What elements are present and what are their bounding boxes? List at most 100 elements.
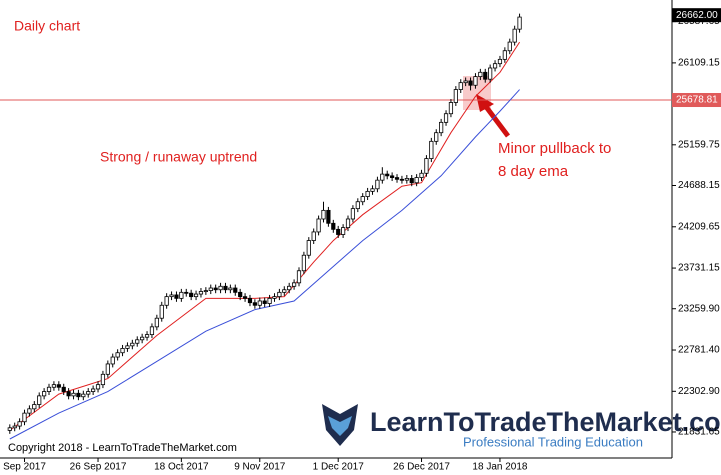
candle-body <box>228 287 233 291</box>
candle-body <box>130 342 135 347</box>
candle-body <box>390 175 395 178</box>
annotation: 8 day ema <box>498 163 569 180</box>
candle-body <box>262 300 267 304</box>
candle-body <box>252 302 257 306</box>
candle-body <box>213 287 218 291</box>
candle-body <box>174 294 179 299</box>
candle-body <box>345 218 351 229</box>
candle-body <box>360 196 365 203</box>
candle-body <box>184 291 189 294</box>
last-price-label: 26662.00 <box>676 10 718 21</box>
candle-body <box>208 287 213 292</box>
candle-body <box>257 300 262 306</box>
candle-body <box>502 50 507 60</box>
candle-body <box>42 391 47 397</box>
candle-body <box>282 289 287 293</box>
candle-body <box>291 282 297 287</box>
y-tick-label: 24209.65 <box>678 221 720 232</box>
candle-body <box>439 121 444 134</box>
candle-body <box>115 352 120 358</box>
hline-label: 25678.81 <box>676 95 718 106</box>
candle-body <box>277 291 282 298</box>
candle-body <box>306 240 311 256</box>
candle-body <box>380 173 385 181</box>
candle-body <box>27 408 32 414</box>
candle-body <box>159 304 164 319</box>
candle-body <box>7 427 12 431</box>
candle-body <box>154 317 159 328</box>
candle-body <box>46 386 52 392</box>
candle-body <box>443 113 449 123</box>
logo-bull <box>328 416 352 436</box>
candle-body <box>404 178 409 181</box>
x-tick-label: 26 Dec 2017 <box>393 462 450 473</box>
annotation: Minor pullback to <box>498 140 611 157</box>
y-tick-label: 24688.15 <box>678 180 720 191</box>
candle-body <box>203 290 208 293</box>
candle-body <box>144 334 150 338</box>
y-tick-label: 22302.90 <box>678 386 720 397</box>
candle-body <box>301 254 306 272</box>
last-price-box <box>672 8 721 23</box>
candle-body <box>399 178 405 181</box>
candle-body <box>326 209 331 224</box>
candle-body <box>434 132 439 142</box>
logo-name: LearnToTradeTheMarket.com <box>370 407 721 437</box>
ema-line <box>9 89 520 440</box>
candle-body <box>169 294 174 298</box>
candle-body <box>507 41 512 52</box>
candle-body <box>311 231 316 241</box>
candle-body <box>424 158 429 174</box>
candle-body <box>125 345 130 349</box>
candle-body <box>375 179 380 190</box>
candle-body <box>272 296 277 299</box>
candle-body <box>429 140 434 159</box>
candle-body <box>233 287 238 293</box>
candle-body <box>512 28 517 43</box>
candle-body <box>287 285 292 291</box>
candle-body <box>296 270 302 284</box>
candle-body <box>76 392 81 398</box>
y-tick-label: 23259.90 <box>678 303 720 314</box>
candle-body <box>164 296 169 306</box>
candle-body <box>37 395 42 405</box>
candle-body <box>238 291 243 298</box>
candle-body <box>453 89 458 103</box>
x-tick-label: 18 Oct 2017 <box>154 462 209 473</box>
candle-body <box>394 177 400 180</box>
candle-body <box>140 336 145 341</box>
candle-body <box>488 67 493 80</box>
candle-body <box>321 209 326 220</box>
chart-title: Daily chart <box>14 18 80 34</box>
logo <box>322 404 358 446</box>
candle-body <box>81 393 86 398</box>
candle-body <box>478 71 483 78</box>
logo-tagline: Professional Trading Education <box>463 434 643 449</box>
candle-body <box>267 297 272 304</box>
candle-body <box>370 188 375 192</box>
candle-body <box>135 339 140 344</box>
candle-body <box>223 285 228 291</box>
candle-body <box>110 356 115 365</box>
y-tick-label: 26109.15 <box>678 58 720 69</box>
candle-body <box>492 63 498 69</box>
candle-body <box>497 58 503 65</box>
candle-body <box>91 388 96 392</box>
candle-body <box>179 291 184 299</box>
candle-body <box>331 222 336 230</box>
candle-body <box>198 291 204 295</box>
y-tick-label: 23731.15 <box>678 263 720 274</box>
candle-body <box>86 391 91 395</box>
candle-body <box>468 80 473 86</box>
plot: 26587.6526109.1525159.7524688.1524209.65… <box>0 8 721 473</box>
y-tick-label: 21831.65 <box>678 427 720 438</box>
candle-body <box>61 386 66 392</box>
candle-body <box>517 16 522 30</box>
y-tick-label: 25159.75 <box>678 139 720 150</box>
candle-body <box>409 178 414 184</box>
candle-body <box>316 218 321 233</box>
candle-body <box>17 421 22 427</box>
ema-line <box>9 41 521 431</box>
x-tick-label: 1 Dec 2017 <box>313 462 365 473</box>
